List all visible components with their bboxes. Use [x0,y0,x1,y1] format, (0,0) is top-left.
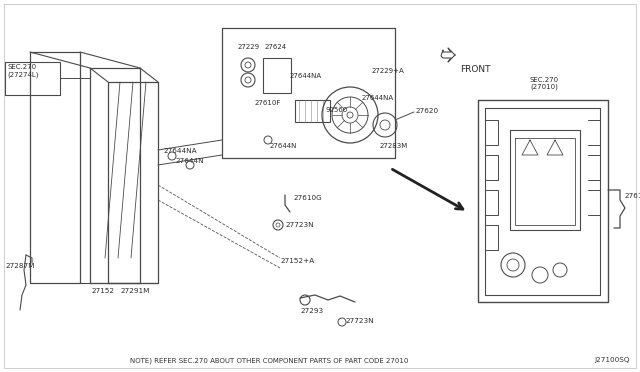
Text: SEC.270
(27010): SEC.270 (27010) [530,77,559,90]
Text: 27619: 27619 [624,193,640,199]
Text: 27293: 27293 [300,308,323,314]
Text: 27229: 27229 [238,44,260,50]
Bar [295,100,330,122]
Text: NOTE) REFER SEC.270 ABOUT OTHER COMPONENT PARTS OF PART CODE 27010: NOTE) REFER SEC.270 ABOUT OTHER COMPONEN… [130,357,408,363]
Text: 27644NA: 27644NA [290,73,322,79]
Text: 27152+A: 27152+A [280,258,314,264]
Text: SEC.270
(27274L): SEC.270 (27274L) [7,64,38,77]
Text: 27610F: 27610F [255,100,282,106]
Text: 27644N: 27644N [175,158,204,164]
Text: 27291M: 27291M [120,288,149,294]
Text: 27723N: 27723N [285,222,314,228]
Text: 27624: 27624 [265,44,287,50]
Text: 27229+A: 27229+A [372,68,404,74]
Text: 92560: 92560 [325,107,348,113]
Bar [263,58,291,93]
Text: 27644NA: 27644NA [163,148,196,154]
Text: FRONT: FRONT [460,65,490,74]
Text: 27644NA: 27644NA [362,95,394,101]
Text: J27100SQ: J27100SQ [595,357,630,363]
Text: 27644N: 27644N [270,143,298,149]
Text: 27723N: 27723N [345,318,374,324]
Text: 27620: 27620 [415,108,438,114]
Text: 27610G: 27610G [293,195,322,201]
Text: 27283M: 27283M [380,143,408,149]
Text: 27287M: 27287M [5,263,35,269]
Text: 27152: 27152 [91,288,114,294]
